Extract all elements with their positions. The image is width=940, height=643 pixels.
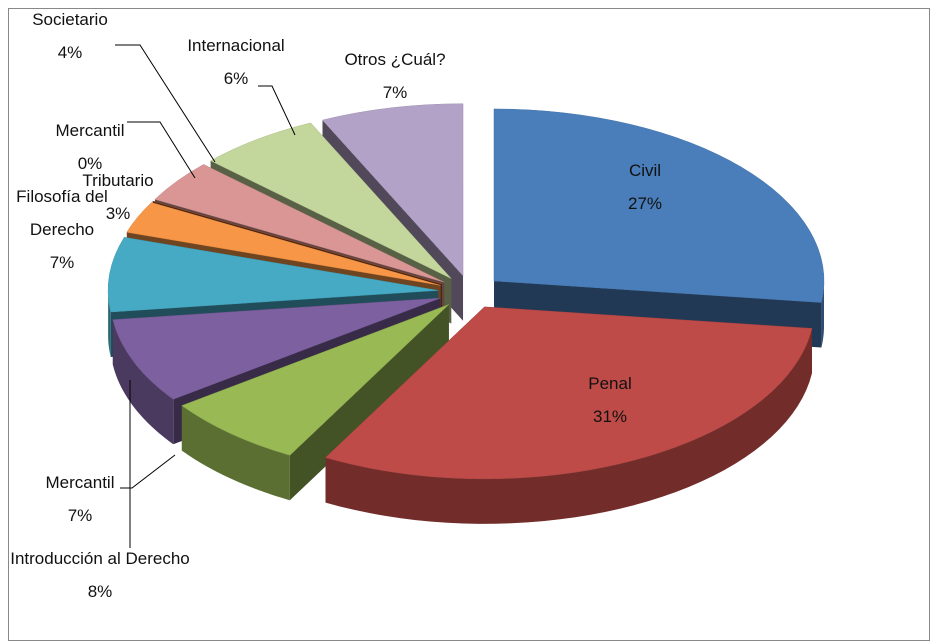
slice-top (181, 304, 450, 456)
category-label: Tributario (82, 171, 154, 190)
pie-slice (325, 306, 813, 524)
leader-line (115, 44, 216, 163)
pie-slice (181, 304, 450, 501)
percent-label: 31% (592, 407, 628, 426)
category-label: Otros ¿Cuál? (344, 50, 446, 69)
slice-top (154, 164, 445, 283)
category-label: Mercantil (55, 121, 125, 140)
percent-label: 4% (57, 43, 83, 62)
slice-wall (108, 290, 111, 357)
percent-label: 8% (87, 582, 113, 601)
slice-wall (181, 405, 290, 501)
percent-label: 3% (105, 204, 131, 223)
slice-label: Introducción al Derecho 8% (10, 542, 190, 608)
category-label: Societario (32, 10, 108, 29)
slice-label: Mercantil 0% (30, 114, 150, 180)
slice-wall (325, 328, 812, 524)
category-label: Mercantil (45, 473, 115, 492)
percent-label: 7% (382, 83, 408, 102)
slice-label: Internacional 6% (166, 29, 306, 95)
slice-top (107, 237, 439, 313)
slice-top (322, 103, 464, 277)
slice-label: Tributario 3% (68, 164, 168, 230)
slice-label: Otros ¿Cuál? 7% (320, 43, 470, 109)
percent-label: 6% (223, 69, 249, 88)
slice-top (126, 202, 441, 286)
percent-label: 7% (67, 506, 93, 525)
category-label: Internacional (187, 36, 285, 55)
slice-label: Filosofía del Derecho 7% (12, 180, 112, 279)
percent-label: 7% (49, 253, 75, 272)
category-label: Penal (588, 374, 632, 393)
slice-top (112, 297, 441, 400)
percent-label: 0% (77, 154, 103, 173)
slice-label: Societario 4% (15, 3, 125, 69)
slice-label: Penal 31% (565, 367, 655, 433)
leader-line (258, 85, 296, 136)
category-label: Civil (628, 161, 662, 180)
leader-line (120, 454, 176, 489)
percent-label: 27% (627, 194, 663, 213)
leader-line (127, 121, 196, 179)
slice-top (210, 122, 452, 279)
slice-top (493, 108, 825, 303)
slice-label: Civil 27% (600, 154, 690, 220)
slice-label: Mercantil 7% (25, 466, 135, 532)
slice-wall (821, 280, 825, 348)
slice-top (325, 306, 813, 480)
category-label: Filosofía del Derecho (16, 187, 108, 239)
slice-wall (112, 319, 174, 445)
category-label: Introducción al Derecho (10, 549, 190, 568)
chart-frame (8, 8, 930, 641)
